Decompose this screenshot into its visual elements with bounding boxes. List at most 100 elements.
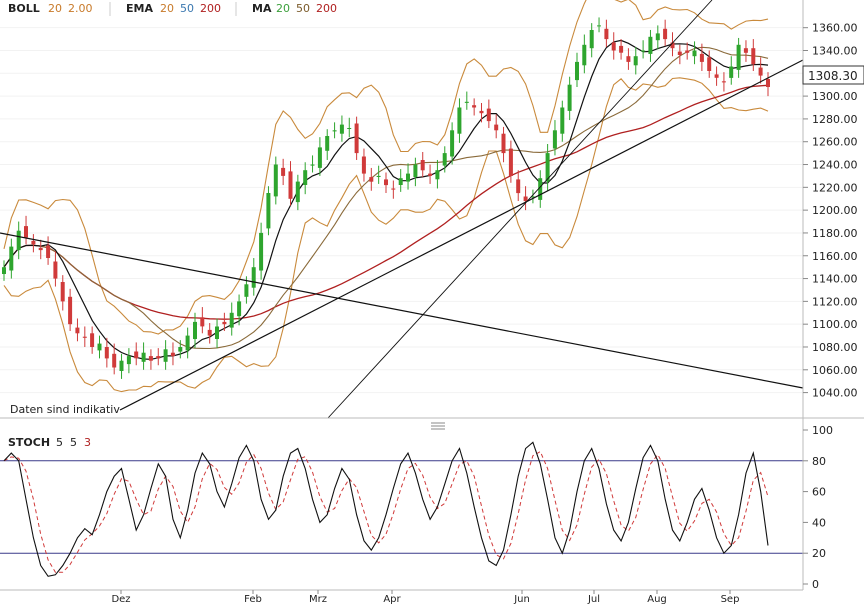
candle-up [2,267,6,274]
candle-down [619,45,624,53]
candle-up [347,128,352,129]
legend-stoch-p2: 5 [70,436,77,449]
candle-up [215,326,219,339]
current-price-tag: 1308.30 [802,65,864,85]
candle-down [369,177,374,182]
ma200-line [3,84,769,320]
candle-down [743,48,748,53]
indicator-legend: BOLL 20 2.00 EMA 20 50 200 MA 20 50 200 [8,2,337,16]
candle-up [736,44,741,70]
candle-down [148,356,153,361]
candle-down [699,53,704,62]
legend-ema-p2: 50 [180,2,194,15]
price-tick-label: 1040.00 [812,387,858,400]
stoch-axis: 0 20 40 60 80 100 [803,424,833,591]
stoch-tick-label: 80 [812,455,826,468]
price-tick-label: 1280.00 [812,113,858,126]
candle-down [663,28,668,40]
candle-up [589,30,594,49]
price-tick-label: 1080.00 [812,341,858,354]
price-tick-label: 1340.00 [812,44,858,57]
candle-down [707,57,712,71]
candle-up [273,164,278,197]
candle-down [288,171,293,199]
candle-down [494,124,499,131]
candle-up [119,360,124,371]
candle-up [332,130,337,132]
stoch-d-line [3,450,769,573]
candle-up [178,347,183,352]
candle-up [545,153,550,182]
candle-down [420,160,425,171]
panel-resize-handle[interactable] [431,422,445,430]
candle-down [82,336,87,338]
candle-down [721,81,726,83]
date-tick-label: Aug [647,594,667,605]
candle-up [310,164,315,166]
candle-down [523,196,528,202]
stoch-lines [0,441,803,577]
candle-down [60,282,65,302]
candle-up [648,36,653,54]
legend-ma-p1: 20 [276,2,290,15]
steep-trendline [327,0,713,419]
legend-boll-name: BOLL [8,2,40,15]
indicative-note: Daten sind indikativ [10,403,120,416]
stoch-tick-label: 100 [812,424,833,437]
bollinger-lower [3,77,769,393]
candle-up [575,61,579,81]
candle-up [464,101,469,103]
stoch-tick-label: 20 [812,547,826,560]
candle-down [281,167,286,176]
price-tick-label: 1240.00 [812,159,858,172]
candle-down [479,110,484,114]
price-tick-label: 1360.00 [812,22,858,35]
candle-down [46,245,51,258]
candle-up [457,107,462,134]
legend-ma-p2: 50 [296,2,310,15]
candle-up [229,312,234,328]
legend-boll-p1: 20 [48,2,62,15]
candle-down [391,188,396,190]
price-tick-label: 1260.00 [812,136,858,149]
candle-up [163,349,168,362]
candle-up [435,170,440,180]
candle-up [413,164,418,177]
price-tag-value: 1308.30 [808,69,858,83]
candle-down [24,226,28,238]
date-tick-label: Apr [383,594,401,605]
stoch-tick-label: 60 [812,486,826,499]
candle-up [560,107,565,134]
candle-down [207,329,212,336]
candle-up [325,136,330,151]
price-tick-label: 1220.00 [812,181,858,194]
date-tick-label: Jul [587,594,600,605]
price-axis: 1040.00 1060.00 1080.00 1100.00 1120.00 1140.… [803,22,858,400]
candle-up [244,284,249,297]
candle-down [361,156,366,174]
support-trendline [119,59,804,411]
candle-down [170,352,175,357]
candle-down [626,56,631,62]
candle-up [251,267,256,288]
candle-up [237,301,242,317]
candle-down [384,179,388,186]
candle-up [450,130,455,157]
candle-up [376,175,381,177]
price-tick-label: 1060.00 [812,364,858,377]
candle-up [339,124,344,134]
candle-down [486,108,491,122]
ma50-line [3,46,769,350]
price-tick-label: 1300.00 [812,90,858,103]
stoch-tick-label: 0 [812,578,819,591]
candle-down [31,240,36,245]
price-tick-label: 1180.00 [812,227,858,240]
price-panel: 1040.00 1060.00 1080.00 1100.00 1120.00 1140.… [0,0,864,419]
candle-up [185,335,190,351]
candle-up [582,44,587,66]
legend-ema-p1: 20 [160,2,174,15]
price-tick-label: 1140.00 [812,273,858,286]
candle-down [508,148,513,176]
